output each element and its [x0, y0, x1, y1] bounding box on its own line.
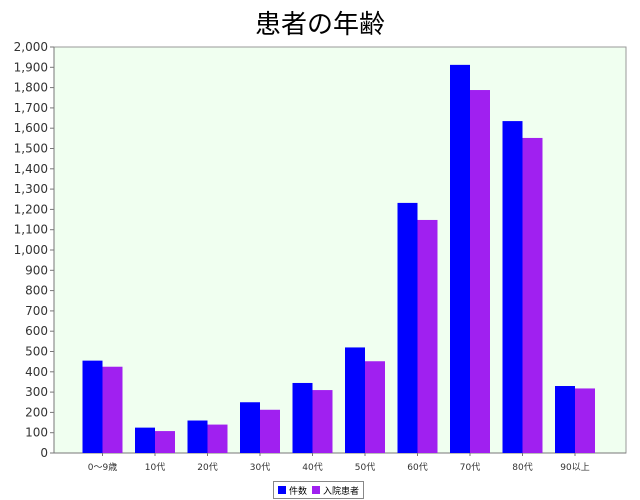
bar-series-1 — [187, 420, 208, 453]
y-tick-label: 1,400 — [14, 162, 48, 176]
y-tick-label: 1,700 — [14, 101, 48, 115]
x-tick-label: 50代 — [355, 462, 375, 473]
y-tick-label: 1,900 — [14, 60, 48, 74]
y-tick-label: 1,600 — [14, 121, 48, 135]
y-tick-label: 1,100 — [14, 223, 48, 237]
legend-label: 件数 — [289, 486, 308, 497]
y-tick-label: 500 — [25, 345, 48, 359]
bar-series-1 — [292, 382, 313, 453]
x-tick-label: 30代 — [250, 462, 270, 473]
legend-item-series-2: 入院患者 — [312, 484, 359, 497]
bar-series-1 — [345, 347, 365, 453]
bar-series-1 — [135, 427, 155, 453]
y-tick-label: 800 — [25, 284, 48, 298]
x-tick-label: 10代 — [145, 462, 165, 473]
bar-series-1 — [502, 121, 523, 453]
y-tick-label: 200 — [25, 405, 48, 419]
y-tick-label: 1,800 — [14, 81, 48, 95]
bar-series-1 — [397, 202, 418, 453]
x-tick-label: 90以上 — [560, 462, 589, 473]
bar-series-2 — [575, 388, 595, 453]
y-tick-label: 0 — [40, 446, 48, 460]
x-tick-label: 70代 — [460, 462, 480, 473]
bar-series-2 — [470, 90, 490, 453]
bar-series-2 — [102, 366, 123, 453]
bars — [82, 64, 595, 453]
y-tick-label: 2,000 — [14, 40, 48, 54]
y-tick-label: 1,000 — [14, 243, 48, 257]
bar-series-1 — [82, 360, 103, 453]
legend: 件数 入院患者 — [273, 481, 365, 499]
y-tick-label: 400 — [25, 365, 48, 379]
bar-series-2 — [260, 409, 280, 453]
bar-series-2 — [207, 424, 228, 453]
bar-series-1 — [555, 386, 575, 453]
y-tick-label: 900 — [25, 263, 48, 277]
y-tick-label: 1,200 — [14, 202, 48, 216]
y-tick-label: 1,500 — [14, 142, 48, 156]
x-tick-label: 0〜9歳 — [88, 461, 117, 473]
chart-title: 患者の年齢 — [254, 10, 385, 40]
bar-series-2 — [365, 361, 385, 453]
legend-swatch — [312, 486, 321, 494]
y-tick-label: 700 — [25, 304, 48, 318]
x-tick-label: 40代 — [302, 462, 322, 473]
y-axis: 0 100 200 300 400 500 600 700 800 900 1,000 1,100 1,… — [14, 40, 55, 460]
x-axis: 0〜9歳 10代 20代 30代 40代 50代 60代 70代 80代 90以上 — [54, 452, 626, 473]
bar-series-1 — [240, 402, 260, 453]
y-tick-label: 100 — [25, 426, 48, 440]
bar-series-2 — [522, 137, 543, 453]
x-tick-label: 20代 — [197, 462, 217, 473]
y-tick-label: 1,300 — [14, 182, 48, 196]
legend-label: 入院患者 — [323, 486, 360, 497]
y-tick-label: 600 — [25, 324, 48, 338]
bar-series-2 — [417, 219, 438, 453]
legend-item-series-1: 件数 — [278, 484, 307, 497]
x-tick-label: 60代 — [407, 462, 427, 473]
bar-series-2 — [155, 431, 175, 453]
bar-series-1 — [450, 64, 470, 453]
bar-series-2 — [312, 390, 333, 453]
x-tick-label: 80代 — [512, 462, 532, 473]
y-tick-label: 300 — [25, 385, 48, 399]
legend-swatch — [278, 486, 286, 494]
